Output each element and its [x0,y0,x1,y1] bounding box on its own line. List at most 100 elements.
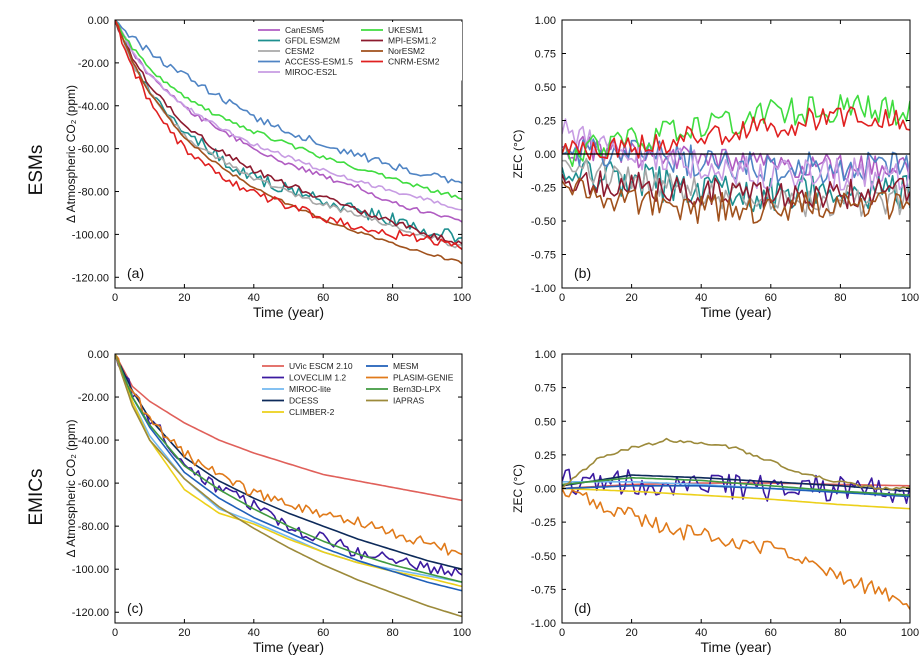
legend-label: NorESM2 [388,46,425,56]
x-tick-label: 100 [901,292,919,304]
series-line-uvic-escm-2-10 [115,354,462,502]
y-tick-label: 0.00 [88,349,109,361]
series-line-climber-2 [562,487,910,510]
legend-label: DCESS [289,396,319,406]
series-group [115,20,462,265]
y-tick-label: -60.00 [78,144,109,156]
y-tick-label: 0.00 [535,484,556,496]
x-axis-label: Time (year) [700,639,771,655]
series-line-climber-2 [115,354,462,588]
panel-label: (d) [574,600,591,616]
y-tick-label: -80.00 [78,187,109,199]
y-tick-label: -1.00 [531,283,556,295]
y-axis-label: ZEC (°C) [511,464,525,513]
legend-label: ACCESS-ESM1.5 [285,57,353,67]
panel-label: (a) [127,265,144,281]
legend-label: CLIMBER-2 [289,407,335,417]
x-tick-label: 60 [765,627,777,639]
series-line-dcess [115,354,462,570]
y-tick-label: 1.00 [535,15,556,27]
legend-label: UKESM1 [388,25,423,35]
x-tick-label: 20 [178,292,190,304]
series-line-access-esm1-5 [115,20,462,184]
x-tick-label: 0 [559,627,565,639]
x-tick-label: 60 [765,292,777,304]
y-tick-label: -0.50 [531,216,556,228]
x-tick-label: 100 [901,627,919,639]
panel-3: 0 20 40 60 80 100 -1.00 -0.75 -0.50 -0.25 0.00 0.25… [511,349,919,655]
series-line-mpi-esm1-2 [562,170,910,210]
row-label-esms: ESMs [26,145,47,196]
plot-frame [561,353,911,624]
series-line-miroc-es2l [115,20,462,211]
y-tick-label: -100.00 [72,564,109,576]
legend-label: MPI-ESM1.2 [388,36,436,46]
legend-label: PLASIM-GENIE [393,373,454,383]
legend-label: CNRM-ESM2 [388,57,440,67]
x-tick-label: 40 [248,292,260,304]
plot-frame [114,353,463,624]
legend-label: GFDL ESM2M [285,36,340,46]
x-tick-label: 100 [453,627,471,639]
x-tick-label: 80 [834,292,846,304]
series-line-noresm2 [562,177,910,224]
y-tick-label: -80.00 [78,521,109,533]
legend-label: MIROC-lite [289,384,331,394]
panel-label: (b) [574,265,591,281]
y-tick-label: -0.25 [531,183,556,195]
panel-label: (c) [127,600,143,616]
series-line-ukesm1 [562,94,910,168]
series-line-plasim-genie [562,488,910,610]
legend-label: MIROC-ES2L [285,67,337,77]
panel-2: 0 20 40 60 80 100 -120.00 -100.00 -80.00 -60.00 -4… [64,349,471,655]
y-tick-label: 0.75 [535,383,556,395]
y-tick-label: -120.00 [72,607,109,619]
y-axis-label: Δ Atmospheric CO₂ (ppm) [64,85,78,223]
y-tick-label: -0.75 [531,584,556,596]
legend-label: LOVECLIM 1.2 [289,373,346,383]
panel-1: 0 20 40 60 80 100 -1.00 -0.75 -0.50 -0.25 0.00 0.25… [511,15,919,320]
series-group [562,437,910,610]
series-group [562,94,910,224]
legend-label: IAPRAS [393,396,425,406]
x-tick-label: 80 [386,292,398,304]
series-line-mesm [115,354,462,592]
x-tick-label: 0 [112,292,118,304]
plot-frame [114,19,463,289]
x-tick-label: 20 [178,627,190,639]
y-tick-label: 0.25 [535,450,556,462]
y-axis-label: Δ Atmospheric CO₂ (ppm) [64,419,78,557]
x-tick-label: 20 [625,292,637,304]
y-tick-label: -40.00 [78,101,109,113]
y-tick-label: 0.25 [535,116,556,128]
y-tick-label: 0.50 [535,416,556,428]
x-axis-label: Time (year) [253,304,324,320]
series-line-dcess [562,474,910,492]
x-tick-label: 100 [453,292,471,304]
series-group [115,354,462,618]
x-tick-label: 40 [695,292,707,304]
legend-label: CanESM5 [285,25,324,35]
series-line-plasim-genie [115,354,462,556]
legend-label: MESM [393,361,419,371]
x-tick-label: 80 [834,627,846,639]
legend-label: UVic ESCM 2.10 [289,361,353,371]
y-tick-label: 1.00 [535,349,556,361]
series-line-noresm2 [115,20,462,265]
series-line-miroc-es2l [562,118,910,191]
y-tick-label: -40.00 [78,435,109,447]
series-line-cnrm-esm2 [562,106,910,161]
series-line-miroc-lite [115,354,462,583]
series-line-bern3d-lpx [115,354,462,583]
legend-background [252,22,462,81]
y-axis-label: ZEC (°C) [511,130,525,179]
y-tick-label: -0.50 [531,551,556,563]
x-tick-label: 60 [317,627,329,639]
x-axis-label: Time (year) [700,304,771,320]
y-tick-label: 0.00 [88,15,109,27]
y-tick-label: -0.75 [531,250,556,262]
series-line-mpi-esm1-2 [115,20,462,245]
x-tick-label: 80 [386,627,398,639]
panel-0: 0 20 40 60 80 100 -120.00 -100.00 -80.00 -60.00 -4… [64,15,471,320]
